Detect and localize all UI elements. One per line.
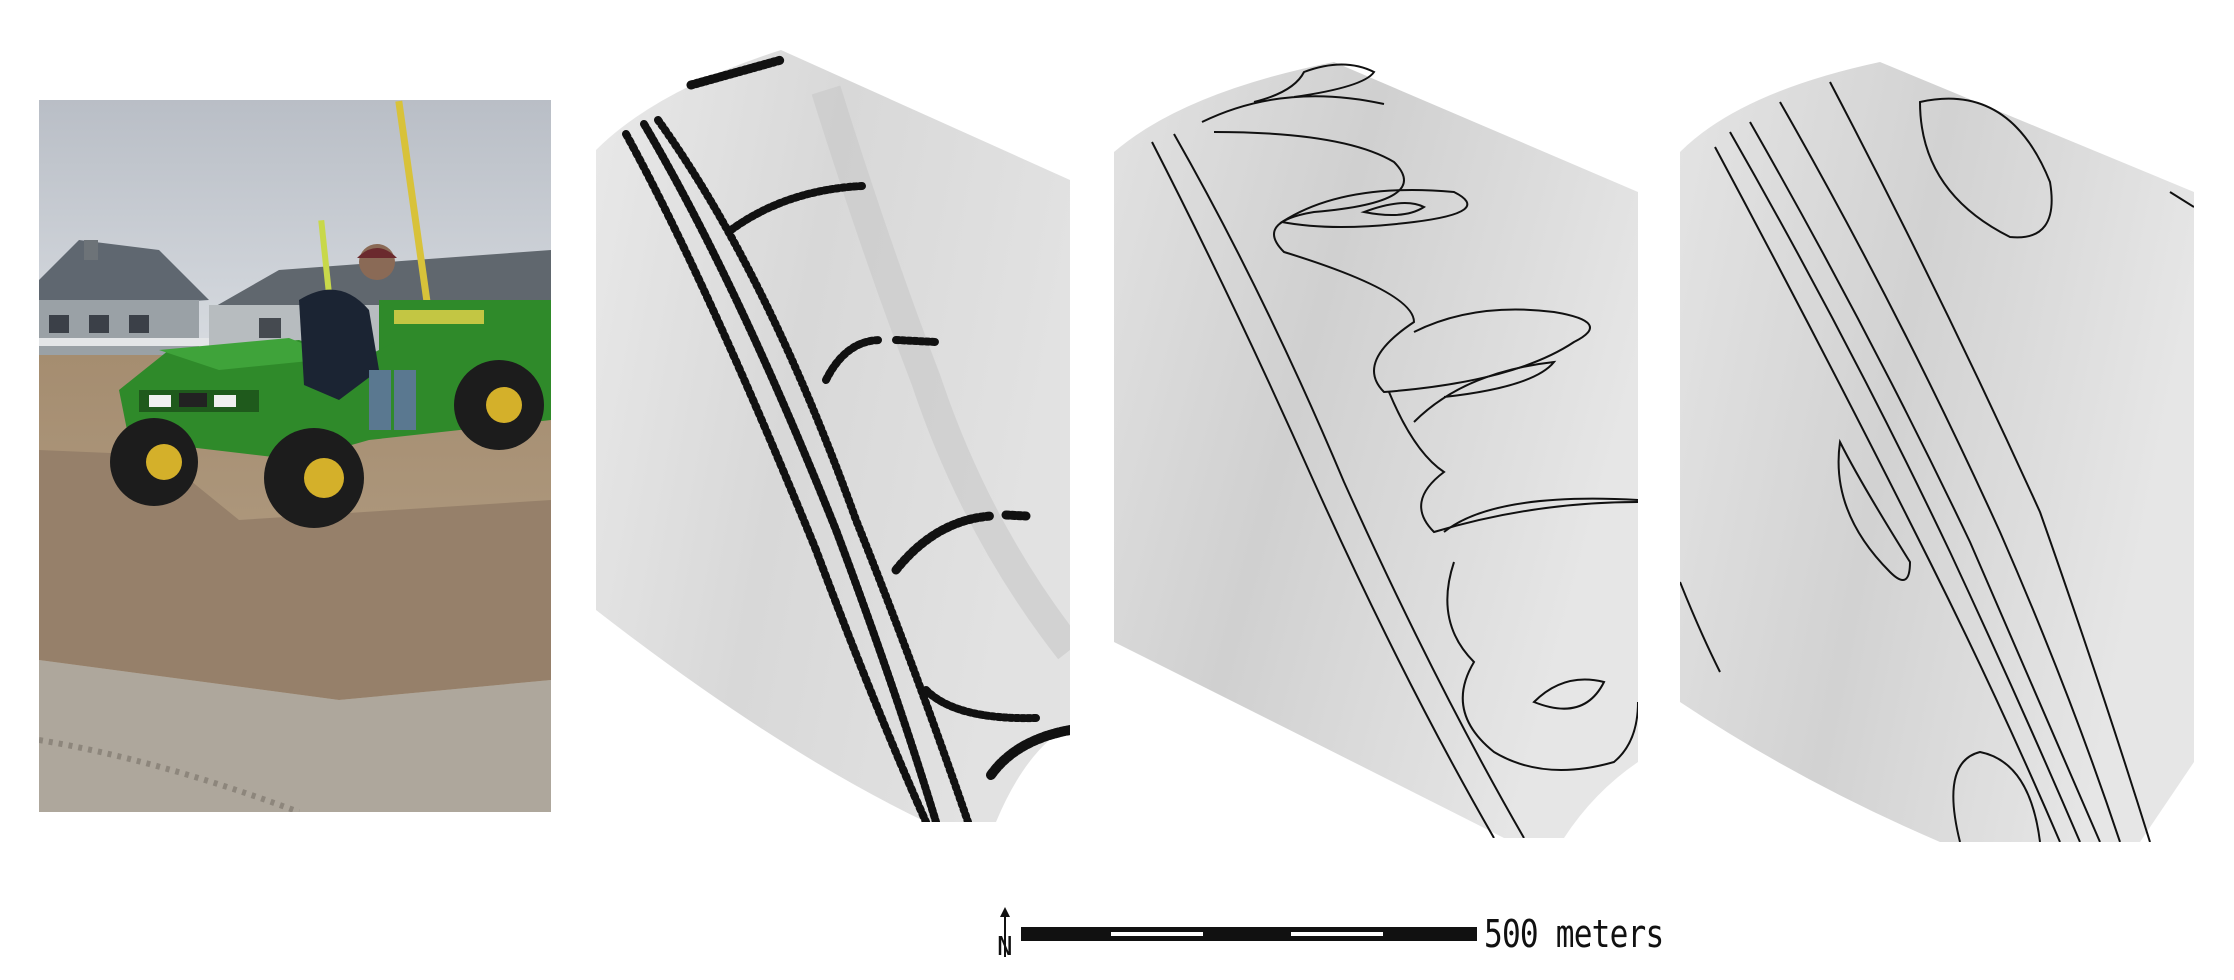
survey-tracks bbox=[622, 55, 1070, 822]
north-arrow-icon bbox=[1000, 907, 1010, 957]
terrain-surface bbox=[1114, 62, 1638, 838]
survey-pole bbox=[395, 100, 436, 340]
contour-surface-1 bbox=[1114, 62, 1638, 838]
dune-scarp bbox=[39, 450, 551, 700]
scale-label: 500 meters bbox=[1484, 912, 1664, 956]
scale-bar-segments bbox=[1021, 927, 1477, 941]
contour-lines bbox=[1680, 81, 2194, 842]
field-photo bbox=[39, 100, 551, 812]
scale-bar: N bbox=[997, 907, 1477, 962]
north-label: N bbox=[997, 932, 1013, 962]
utility-vehicle bbox=[110, 244, 551, 528]
contour-surface-2 bbox=[1680, 62, 2194, 842]
survey-point-surface bbox=[596, 50, 1070, 822]
terrain-surface bbox=[596, 50, 1070, 822]
contour-lines bbox=[1151, 63, 1638, 838]
terrain-surface bbox=[1680, 62, 2194, 842]
